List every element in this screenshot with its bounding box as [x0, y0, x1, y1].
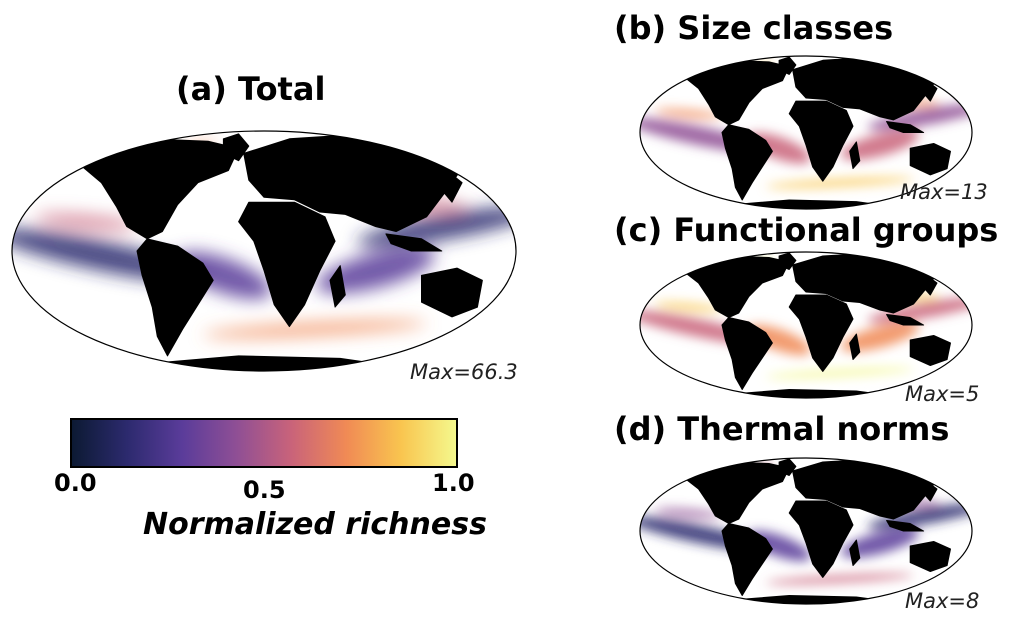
land-mass: [80, 138, 240, 240]
map-outline: [639, 457, 973, 605]
colorbar-gradient: [70, 418, 458, 468]
colorbar-tick-min: 0.0: [54, 469, 97, 497]
land-mass: [721, 317, 773, 390]
land-mass: [136, 238, 214, 357]
land-mass: [385, 233, 443, 252]
land-mass: [788, 294, 854, 372]
land-mass: [238, 201, 336, 328]
panel-b-max-label: Max=13: [900, 180, 988, 204]
land-mass: [849, 141, 861, 170]
map-outline: [11, 130, 517, 372]
land-mass: [329, 265, 346, 308]
ocean-field: [12, 133, 516, 371]
land-mass: [923, 275, 938, 296]
panel-d-title: (d) Thermal norms: [614, 410, 950, 448]
panel-b-map: [639, 55, 973, 210]
panel-b-title: (b) Size classes: [614, 9, 894, 47]
land-mass: [721, 124, 773, 201]
land-mass: [909, 541, 951, 572]
panel-d-max-label: Max=8: [905, 589, 980, 613]
land-mass: [721, 523, 773, 596]
land-mass: [788, 100, 854, 182]
panel-c-title: (c) Functional groups: [614, 211, 999, 249]
land-mass: [684, 255, 790, 318]
land-mass: [441, 170, 463, 203]
land-mass: [849, 539, 861, 566]
land-mass: [788, 500, 854, 578]
land-mass: [909, 335, 951, 366]
panel-c-map: [639, 251, 973, 399]
ocean-field: [640, 458, 972, 604]
ocean-field: [640, 56, 972, 209]
land-mass: [684, 59, 790, 126]
land-mass: [923, 481, 938, 502]
ocean-field: [640, 252, 972, 398]
panel-c-max-label: Max=5: [905, 382, 980, 406]
colorbar: [70, 418, 458, 468]
panel-a-map: [11, 130, 517, 372]
map-outline: [639, 55, 973, 210]
land-mass: [923, 80, 938, 102]
colorbar-title: Normalized richness: [143, 507, 487, 542]
land-mass: [886, 314, 925, 326]
land-mass: [684, 461, 790, 524]
colorbar-tick-mid: 0.5: [243, 476, 286, 504]
land-mass: [886, 520, 925, 532]
land-mass: [421, 267, 483, 318]
land-mass: [849, 333, 861, 360]
colorbar-tick-max: 1.0: [432, 469, 475, 497]
panel-a-max-label: Max=66.3: [410, 360, 518, 384]
panel-a-title: (a) Total: [176, 70, 326, 108]
land-mass: [886, 121, 925, 133]
panel-d-map: [639, 457, 973, 605]
map-outline: [639, 251, 973, 399]
land-mass: [909, 143, 951, 176]
